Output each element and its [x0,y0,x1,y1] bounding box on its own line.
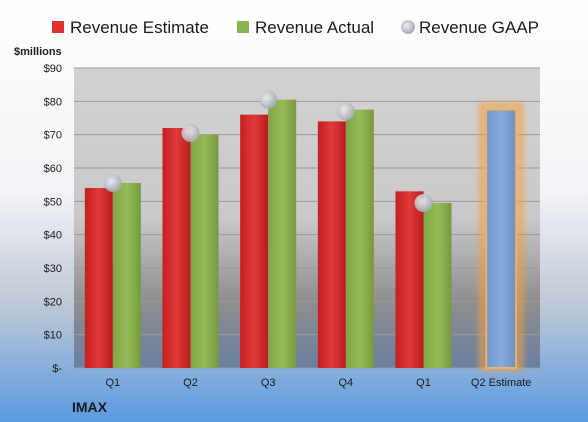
bar-revenue-actual [268,99,297,369]
y-tick-label: $80 [44,96,62,108]
legend-label: Revenue Estimate [70,18,209,37]
y-tick-label: $- [52,363,62,375]
marker-revenue-gaap [414,194,433,212]
marker-revenue-gaap [259,90,278,109]
legend-swatch [237,21,249,33]
legend: Revenue Estimate Revenue Actual Revenue GA… [52,18,539,37]
bar-revenue-estimate [240,114,269,369]
legend-swatch [52,21,64,33]
y-tick-label: $30 [44,263,62,275]
legend-swatch-gaap [401,20,415,34]
y-tick-label: $50 [44,196,62,208]
bar-revenue-estimate [395,191,424,368]
y-tick-label: $10 [44,330,62,342]
x-tick-label: Q1 [105,377,120,389]
marker-revenue-gaap [181,124,200,142]
marker-revenue-gaap [336,102,355,121]
y-tick-label: $40 [44,230,62,242]
x-tick-label: Q2 Estimate [471,377,532,389]
bars [84,99,524,372]
y-tick-label: $70 [44,130,62,142]
gaap-markers [103,90,433,212]
x-tick-label: Q2 [183,377,198,389]
bar-q2-estimate [485,108,518,370]
bar-revenue-estimate [84,188,113,368]
bar-revenue-estimate [317,121,346,368]
company-label: IMAX [72,399,108,415]
x-axis: Q1 Q2 Q3 Q4 Q1 Q2 Estimate [105,377,531,389]
bar-revenue-actual [345,109,374,369]
x-tick-label: Q3 [261,377,276,389]
legend-label: Revenue GAAP [419,18,539,37]
y-tick-label: $60 [44,163,62,175]
y-tick-label: $90 [44,63,62,75]
bar-revenue-estimate [162,128,191,368]
x-tick-label: Q4 [338,377,353,389]
bar-revenue-actual [423,203,452,368]
plot-area [74,68,540,368]
y-tick-label: $20 [44,296,62,308]
legend-label: Revenue Actual [255,18,374,37]
x-tick-label: Q1 [416,377,431,389]
gridlines [74,67,540,369]
bar-revenue-actual [190,134,219,368]
y-axis: $- $10 $20 $30 $40 $50 $60 $70 $80 $90 [44,63,63,375]
marker-revenue-gaap [103,174,122,192]
bar-revenue-actual [112,183,141,368]
y-unit-label: $millions [14,46,62,58]
